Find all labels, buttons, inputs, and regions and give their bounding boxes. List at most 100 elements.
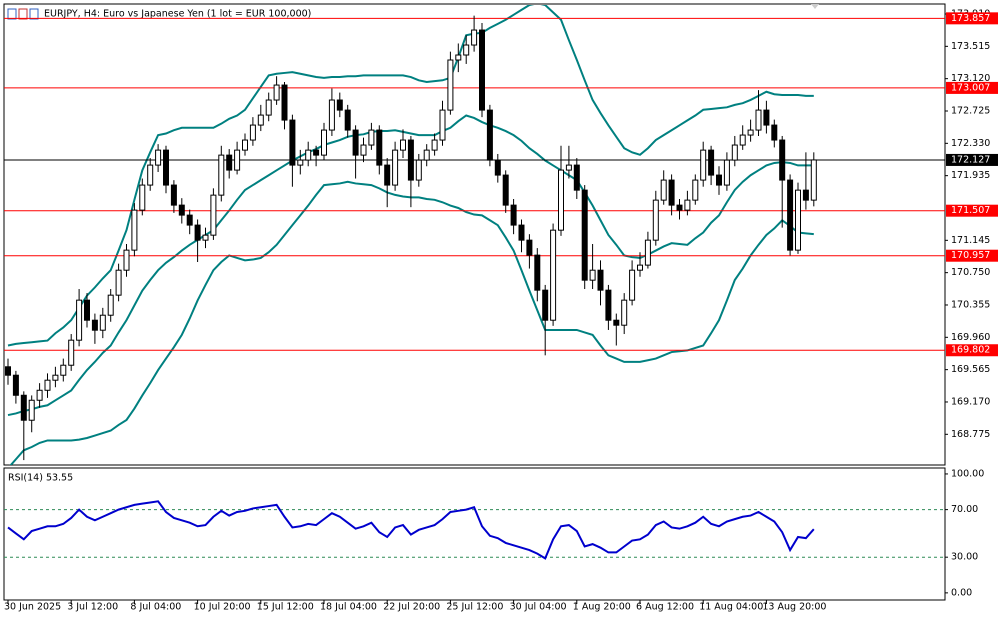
x-tick-label: 15 Jul 12:00 bbox=[257, 602, 314, 613]
candle-body bbox=[542, 289, 549, 321]
candle-body bbox=[131, 209, 138, 251]
candle-body bbox=[155, 149, 162, 166]
candle-body bbox=[12, 374, 19, 396]
y-tick-label: 169.960 bbox=[951, 332, 990, 343]
level-label-box bbox=[946, 204, 998, 217]
candle-body bbox=[407, 139, 414, 181]
y-tick-label: 30.00 bbox=[951, 552, 978, 563]
candle-body bbox=[471, 29, 478, 46]
candle-body bbox=[526, 239, 533, 256]
candle-body bbox=[384, 164, 391, 186]
candle-body bbox=[352, 129, 359, 156]
x-tick-label: 11 Aug 04:00 bbox=[699, 602, 763, 613]
candle-body bbox=[99, 314, 106, 331]
x-tick-label: 6 Aug 12:00 bbox=[636, 602, 694, 613]
candle-body bbox=[605, 289, 612, 321]
y-tick-label: 173.515 bbox=[951, 41, 990, 52]
candle-body bbox=[194, 224, 201, 241]
candle-body bbox=[139, 184, 146, 211]
candle-body bbox=[249, 124, 256, 141]
y-tick-label: 168.775 bbox=[951, 429, 990, 440]
candle-body bbox=[708, 149, 715, 176]
candle-body bbox=[629, 269, 636, 301]
candle-body bbox=[676, 204, 683, 211]
candle-body bbox=[565, 164, 572, 171]
y-tick-label: 170.355 bbox=[951, 299, 990, 310]
candle-body bbox=[202, 234, 209, 241]
candle-body bbox=[486, 109, 493, 161]
y-tick-label: 70.00 bbox=[951, 504, 978, 515]
bollinger-band bbox=[7, 5, 814, 347]
candle-body bbox=[502, 174, 509, 206]
level-label: 169.802 bbox=[951, 345, 990, 356]
candle-body bbox=[68, 339, 75, 366]
candle-body bbox=[644, 239, 651, 266]
level-label-box bbox=[946, 249, 998, 262]
candle-body bbox=[700, 149, 707, 181]
x-tick-label: 3 Jul 12:00 bbox=[67, 602, 118, 613]
x-tick-label: 10 Jul 20:00 bbox=[194, 602, 251, 613]
y-tick-label: 169.170 bbox=[951, 396, 990, 407]
level-label: 171.507 bbox=[951, 205, 990, 216]
candle-body bbox=[321, 129, 327, 156]
x-tick-label: 8 Jul 04:00 bbox=[130, 602, 181, 613]
chart-title: EURJPY, H4: Euro vs Japanese Yen (1 lot … bbox=[44, 9, 311, 20]
candle-body bbox=[44, 379, 51, 391]
x-tick-label: 30 Jul 04:00 bbox=[510, 602, 567, 613]
symbol-icon bbox=[7, 8, 39, 20]
candle-body bbox=[91, 319, 98, 331]
rsi-title: RSI(14) 53.55 bbox=[8, 473, 73, 484]
level-label: 173.857 bbox=[951, 13, 990, 24]
candle-body bbox=[573, 164, 580, 191]
candle-body bbox=[479, 29, 485, 111]
y-tick-label: 171.145 bbox=[951, 235, 990, 246]
candle-body bbox=[344, 109, 351, 131]
candle-body bbox=[652, 199, 659, 241]
candle-body bbox=[20, 394, 27, 421]
candle-body bbox=[28, 399, 35, 421]
x-tick-label: 22 Jul 20:00 bbox=[383, 602, 440, 613]
x-tick-label: 30 Jun 2025 bbox=[4, 602, 61, 613]
y-tick-label: 170.750 bbox=[951, 267, 990, 278]
candle-body bbox=[297, 159, 304, 166]
candle-body bbox=[550, 229, 557, 321]
candle-body bbox=[289, 119, 296, 166]
candle-body bbox=[186, 214, 193, 226]
candle-body bbox=[637, 264, 643, 271]
level-label: 170.957 bbox=[951, 250, 990, 261]
candle-body bbox=[123, 249, 130, 271]
level-label: 173.007 bbox=[951, 82, 990, 93]
y-tick-label: 0.00 bbox=[951, 587, 972, 598]
y-tick-label: 100.00 bbox=[951, 468, 984, 479]
rsi-pane-frame bbox=[3, 467, 946, 601]
candle-body bbox=[763, 109, 770, 126]
bollinger-band bbox=[7, 114, 814, 417]
candle-body bbox=[392, 149, 399, 186]
candle-body bbox=[534, 254, 541, 291]
candle-body bbox=[210, 194, 217, 236]
candle-body bbox=[36, 389, 43, 401]
candle-body bbox=[621, 299, 628, 326]
rsi-line bbox=[7, 500, 815, 560]
candle-body bbox=[115, 269, 122, 296]
candle-body bbox=[692, 179, 699, 201]
candle-body bbox=[376, 129, 383, 166]
level-label-box bbox=[946, 153, 998, 166]
main-plot bbox=[4, 5, 945, 465]
x-tick-label: 25 Jul 12:00 bbox=[446, 602, 503, 613]
candle-body bbox=[234, 149, 241, 171]
candle-body bbox=[178, 204, 185, 216]
candle-body bbox=[360, 144, 367, 156]
candle-body bbox=[739, 134, 746, 146]
candle-body bbox=[771, 124, 778, 141]
candle-body bbox=[439, 109, 446, 141]
candle-body bbox=[455, 54, 462, 61]
candle-body bbox=[60, 364, 67, 376]
candle-body bbox=[107, 294, 114, 316]
candle-body bbox=[589, 269, 596, 281]
candle-body bbox=[716, 174, 722, 186]
candle-body bbox=[581, 189, 588, 281]
candle-body bbox=[423, 149, 430, 161]
level-label-box bbox=[946, 12, 998, 25]
